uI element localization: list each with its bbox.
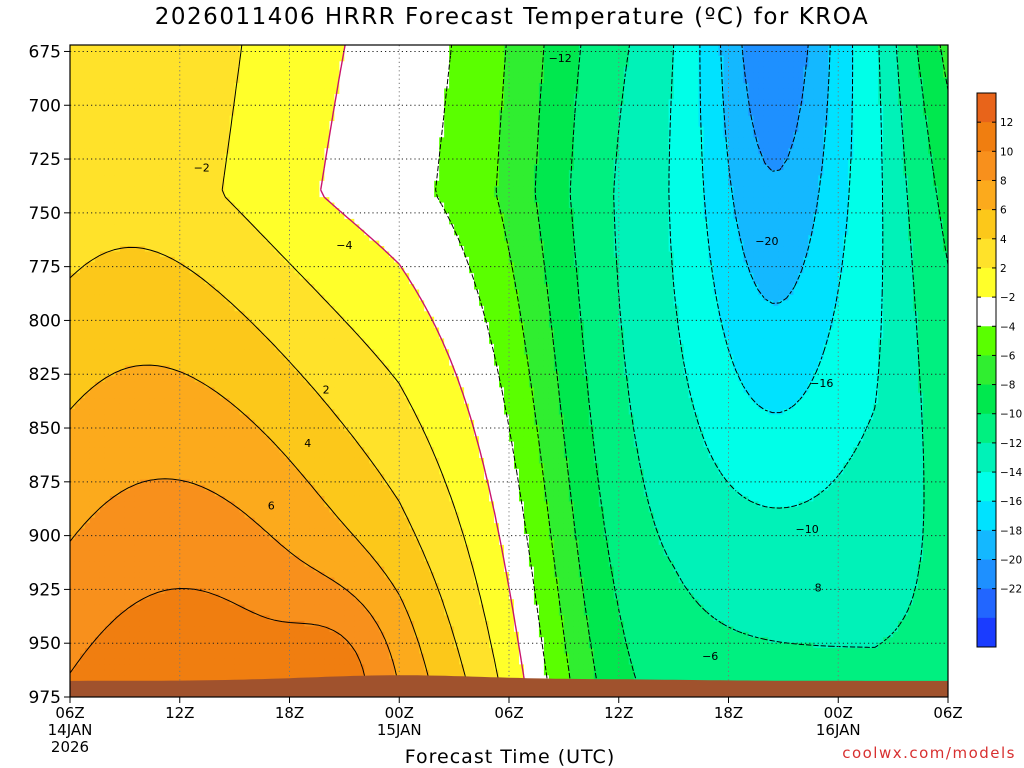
contour-label: 6 (268, 499, 275, 512)
colorbar-label: −2 (1000, 292, 1015, 304)
y-tick-label: 850 (29, 419, 61, 439)
x-tick-label: 12Z (604, 704, 633, 722)
x-tick-label: 18Z (714, 704, 743, 722)
x-axis-title: Forecast Time (UTC) (300, 746, 720, 768)
colorbar-bin (977, 618, 996, 648)
y-tick-label: 700 (29, 96, 61, 116)
x-tick-label: 18Z (275, 704, 304, 722)
colorbar-label: 12 (1000, 117, 1013, 129)
colorbar-bin (977, 385, 996, 415)
colorbar-bin (977, 443, 996, 473)
contour-label: −12 (549, 52, 572, 65)
x-tick-label: 00Z (824, 704, 853, 722)
colorbar-label: −6 (1000, 350, 1016, 362)
colorbar-bin (977, 268, 996, 298)
contour-label: 8 (815, 581, 822, 594)
y-tick-label: 775 (29, 258, 61, 278)
colorbar: 12 10 8 6 4 2 −2 −4 −6 −8 −10 −12 −14 −16 −18 −20 −22 (977, 93, 1022, 648)
y-tick-label: 875 (29, 473, 61, 493)
colorbar-bin (977, 589, 996, 619)
colorbar-label: 2 (1000, 263, 1007, 275)
colorbar-label: 8 (1000, 175, 1007, 187)
colorbar-label: −20 (1000, 555, 1022, 567)
contour-label: −16 (810, 377, 833, 390)
contour-label: −2 (194, 162, 210, 175)
y-tick-label: 725 (29, 150, 61, 170)
colorbar-bin (977, 414, 996, 444)
colorbar-bin (977, 239, 996, 269)
colorbar-label: −10 (1000, 409, 1022, 421)
y-tick-label: 675 (29, 42, 61, 62)
colorbar-bin (977, 501, 996, 531)
credit-text: coolwx.com/models (790, 744, 1016, 762)
x-tick-label: 00Z (385, 704, 414, 722)
x-tick-label: 14JAN (48, 721, 93, 739)
x-tick-label: 06Z (494, 704, 523, 722)
x-tick-label: 2026 (51, 738, 89, 756)
colorbar-label: −16 (1000, 496, 1022, 508)
y-tick-label: 825 (29, 365, 61, 385)
y-tick-label: 925 (29, 580, 61, 600)
colorbar-bin (977, 122, 996, 152)
contour-label: −4 (336, 239, 352, 252)
colorbar-label: 6 (1000, 205, 1007, 217)
colorbar-bin (977, 93, 996, 123)
colorbar-bin (977, 530, 996, 560)
colorbar-bin (977, 560, 996, 590)
y-tick-label: 750 (29, 204, 61, 224)
colorbar-bin (977, 472, 996, 502)
colorbar-label: −14 (1000, 467, 1022, 479)
contour-label: 2 (323, 383, 330, 396)
colorbar-bin (977, 210, 996, 240)
y-tick-label: 800 (29, 311, 61, 331)
contour-label: −10 (796, 523, 819, 536)
colorbar-label: −22 (1000, 584, 1022, 596)
colorbar-bin (977, 355, 996, 385)
colorbar-bin (977, 151, 996, 181)
colorbar-label: 4 (1000, 234, 1007, 246)
y-tick-label: 900 (29, 527, 61, 547)
colorbar-label: −4 (1000, 321, 1016, 333)
x-tick-label: 15JAN (377, 721, 422, 739)
colorbar-label: −8 (1000, 380, 1015, 392)
x-tick-label: 06Z (55, 704, 84, 722)
x-tick-label: 06Z (933, 704, 962, 722)
colorbar-bin (977, 297, 996, 327)
x-tick-label: 12Z (165, 704, 194, 722)
colorbar-bin (977, 180, 996, 210)
colorbar-label: −18 (1000, 525, 1022, 537)
colorbar-label: −12 (1000, 438, 1022, 450)
colorbar-label: 10 (1000, 146, 1013, 158)
contour-label: −6 (702, 650, 718, 663)
colorbar-bin (977, 326, 996, 356)
contour-label: 4 (304, 437, 311, 450)
contour-label: −20 (755, 235, 778, 248)
x-tick-label: 16JAN (816, 721, 861, 739)
y-tick-label: 950 (29, 634, 61, 654)
